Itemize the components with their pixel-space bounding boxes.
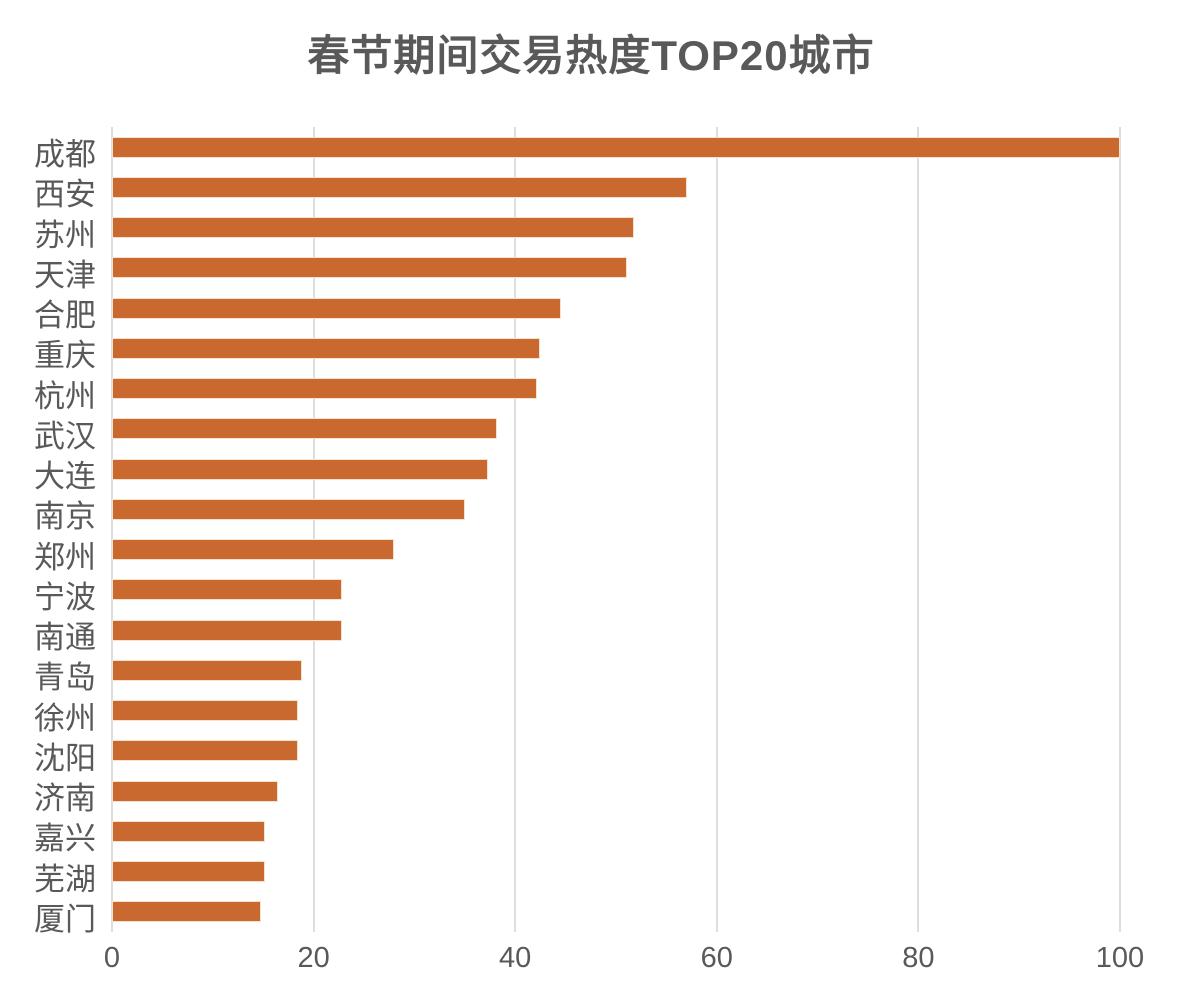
plot-area <box>111 127 1132 932</box>
category-label: 青岛 <box>34 660 96 696</box>
category-label: 武汉 <box>34 418 96 454</box>
category-label: 西安 <box>34 177 96 213</box>
bar <box>112 498 465 520</box>
x-tick-label: 60 <box>700 942 733 974</box>
gridline <box>715 127 718 932</box>
bar <box>112 861 266 883</box>
category-label: 芜湖 <box>34 861 96 897</box>
category-label: 徐州 <box>34 700 96 736</box>
category-label: 济南 <box>34 781 96 817</box>
y-axis-labels: 成都西安苏州天津合肥重庆杭州武汉大连南京郑州宁波南通青岛徐州沈阳济南嘉兴芜湖厦门 <box>0 127 104 937</box>
category-label: 沈阳 <box>34 740 96 776</box>
category-label: 合肥 <box>34 298 96 334</box>
category-label: 厦门 <box>34 901 96 937</box>
bar <box>112 820 266 842</box>
x-tick-label: 40 <box>499 942 532 974</box>
category-label: 郑州 <box>34 539 96 575</box>
x-tick-label: 0 <box>103 942 121 974</box>
bar <box>112 378 538 400</box>
bar <box>112 418 498 440</box>
bar <box>112 297 561 319</box>
bar <box>112 740 299 762</box>
bar <box>112 136 1120 158</box>
x-tick-label: 80 <box>902 942 935 974</box>
category-label: 南通 <box>34 620 96 656</box>
category-label: 成都 <box>34 137 96 173</box>
category-label: 南京 <box>34 499 96 535</box>
x-tick-label: 100 <box>1095 942 1145 974</box>
bar <box>112 217 635 239</box>
gridline <box>111 127 113 932</box>
category-label: 杭州 <box>34 378 96 414</box>
gridline <box>1119 127 1121 932</box>
bar <box>112 901 262 923</box>
category-label: 大连 <box>34 459 96 495</box>
bar <box>112 659 302 681</box>
category-label: 天津 <box>34 257 96 293</box>
x-tick-label: 20 <box>297 942 330 974</box>
bar <box>112 176 687 198</box>
chart-title: 春节期间交易热度TOP20城市 <box>307 32 875 79</box>
category-label: 苏州 <box>34 217 96 253</box>
bar <box>112 539 395 561</box>
bar <box>112 337 541 359</box>
gridline <box>514 127 517 932</box>
bar <box>112 700 299 722</box>
bar <box>112 458 488 480</box>
bar <box>112 579 342 601</box>
x-axis-tick-labels: 0 20 40 60 80 100 <box>104 942 1144 982</box>
bar <box>112 780 279 802</box>
category-label: 宁波 <box>34 579 96 615</box>
gridline <box>312 127 315 932</box>
category-label: 重庆 <box>34 338 96 374</box>
bar <box>112 619 342 641</box>
gridline <box>917 127 920 932</box>
category-label: 嘉兴 <box>34 821 96 857</box>
bar <box>112 257 628 279</box>
